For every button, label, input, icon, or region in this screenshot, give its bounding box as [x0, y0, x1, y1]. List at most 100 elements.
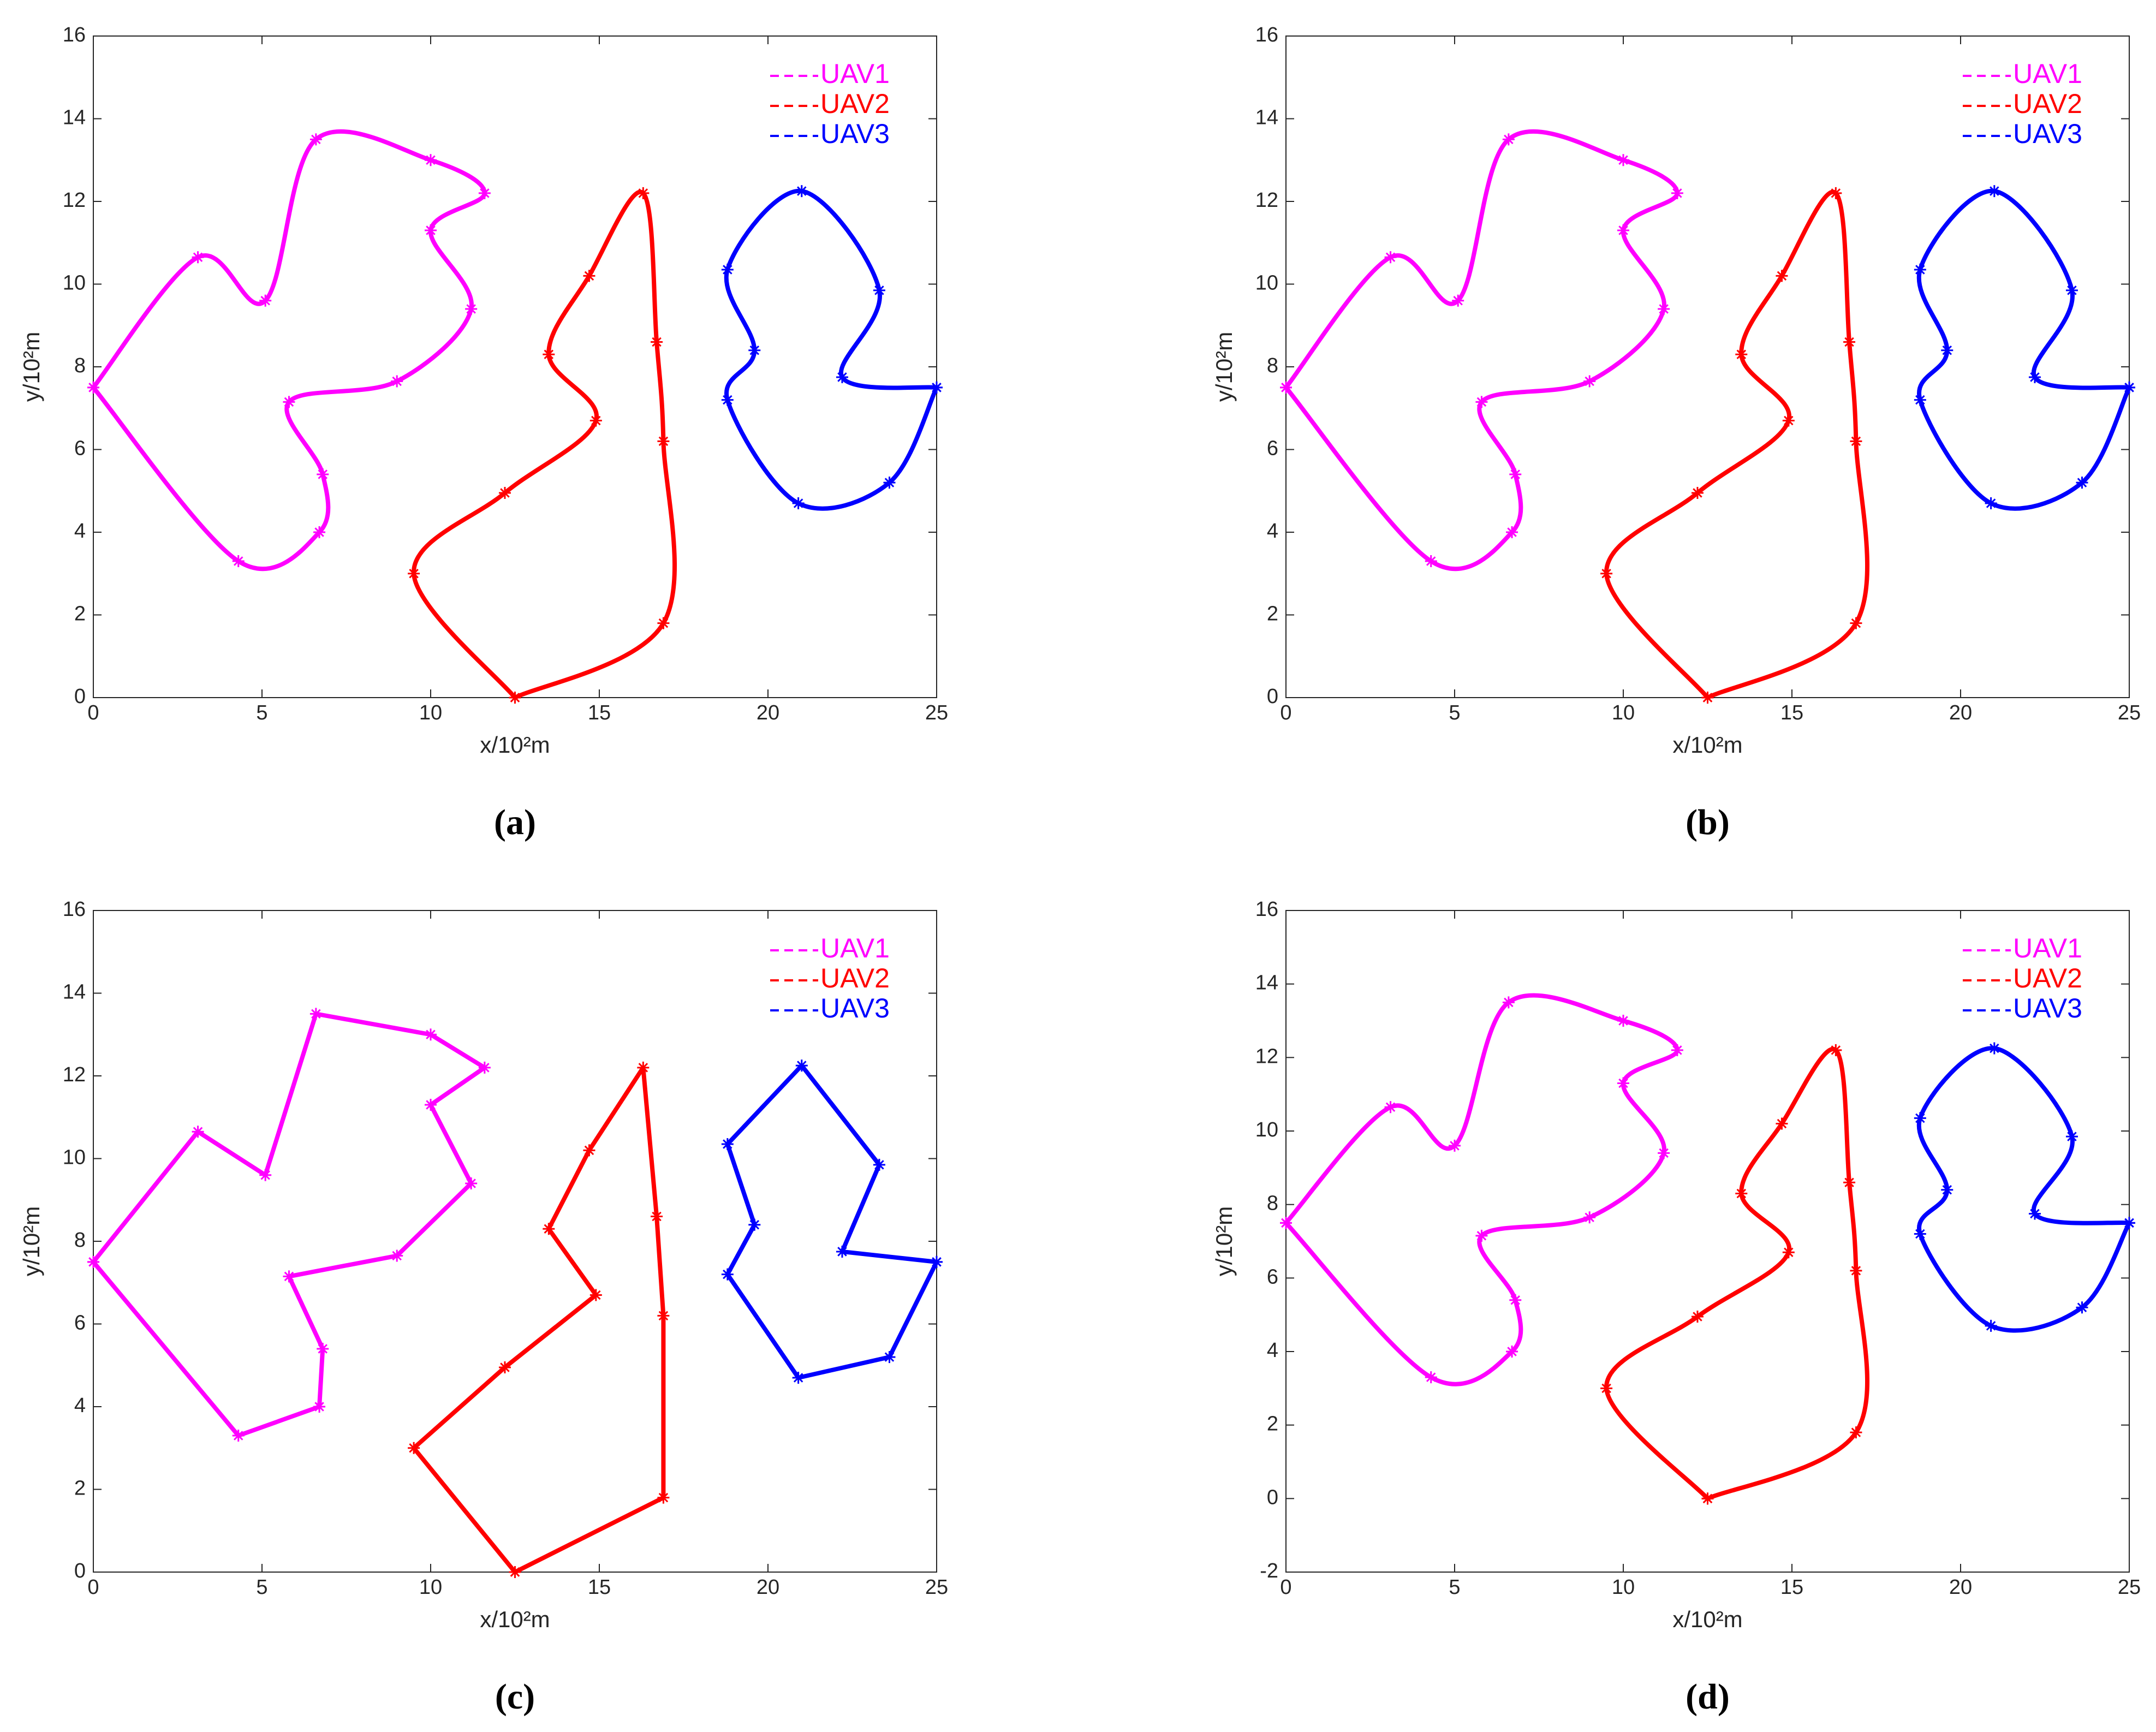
waypoint-marker: [1671, 1044, 1683, 1056]
waypoint-marker: [1506, 1346, 1518, 1358]
waypoint-marker: [1658, 302, 1670, 315]
x-tick-label: 0: [87, 701, 99, 724]
waypoint-marker: [391, 375, 403, 388]
y-tick-label: 16: [1255, 23, 1278, 46]
waypoint-marker: [2065, 284, 2078, 296]
waypoint-marker: [1914, 1112, 1926, 1124]
x-tick-label: 0: [1280, 701, 1291, 724]
waypoint-marker: [1475, 396, 1488, 408]
uav-path: [724, 189, 939, 511]
waypoint-marker: [425, 224, 437, 237]
waypoint-marker: [1509, 468, 1522, 480]
legend-label: UAV3: [2013, 118, 2082, 149]
waypoint-marker: [1671, 187, 1683, 199]
y-tick-label: 14: [63, 981, 86, 1004]
x-axis-label: x/10²m: [480, 1606, 550, 1632]
x-axis-label: x/10²m: [1672, 1606, 1742, 1632]
caption: (a): [494, 802, 536, 842]
y-tick-label: 10: [1255, 272, 1278, 295]
waypoint-marker: [1850, 1264, 1862, 1277]
waypoint-marker: [192, 251, 204, 264]
waypoint-marker: [1449, 1139, 1461, 1152]
waypoint-marker: [283, 396, 295, 408]
legend-label: UAV2: [820, 88, 890, 119]
waypoint-marker: [1830, 1044, 1842, 1056]
waypoint-marker: [498, 1361, 511, 1374]
x-tick-label: 20: [1949, 701, 1972, 724]
waypoint-marker: [2076, 477, 2088, 489]
waypoint-marker: [836, 1245, 848, 1258]
waypoint-marker: [425, 1099, 437, 1111]
waypoint-marker: [1701, 692, 1714, 704]
waypoint-marker: [2028, 1207, 2041, 1220]
x-tick-label: 5: [1449, 701, 1460, 724]
y-tick-label: 2: [74, 1477, 86, 1500]
y-axis-label: y/10²m: [19, 1206, 44, 1276]
y-tick-label: 4: [1267, 1339, 1278, 1362]
x-tick-label: 25: [2118, 701, 2141, 724]
waypoint-marker: [795, 185, 808, 198]
waypoint-marker: [465, 302, 478, 315]
waypoint-marker: [313, 1401, 326, 1413]
subplot: 0 5 10 15 20 25-20246810121416x/10²my/10²m(d)…: [1211, 898, 2141, 1717]
y-tick-label: 8: [1267, 354, 1278, 377]
y-tick-label: 12: [1255, 1045, 1278, 1068]
waypoint-marker: [1843, 1176, 1856, 1189]
uav-path: [1916, 1046, 2131, 1333]
waypoint-marker: [1941, 1183, 1953, 1196]
waypoint-marker: [1843, 336, 1856, 348]
axes-box: [1285, 910, 2130, 1573]
waypoint-marker: [478, 1061, 491, 1074]
axes-box: [93, 910, 937, 1573]
uav-path: [91, 129, 487, 572]
waypoint-marker: [313, 526, 326, 538]
waypoint-marker: [651, 1210, 663, 1223]
waypoint-marker: [883, 477, 896, 489]
y-tick-label: 6: [74, 437, 86, 460]
waypoint-marker: [1617, 1077, 1629, 1090]
waypoint-marker: [259, 294, 272, 307]
waypoint-marker: [1782, 414, 1795, 427]
waypoint-marker: [509, 1566, 521, 1578]
waypoint-marker: [589, 414, 602, 427]
x-tick-label: 15: [588, 1576, 611, 1599]
waypoint-marker: [1617, 154, 1629, 166]
y-tick-label: 12: [63, 189, 86, 212]
waypoint-marker: [1776, 1117, 1788, 1130]
waypoint-marker: [1830, 187, 1842, 199]
y-tick-label: -2: [1260, 1560, 1278, 1582]
x-tick-label: 0: [1280, 1576, 1291, 1599]
waypoint-marker: [1425, 1371, 1437, 1384]
waypoint-marker: [1985, 497, 1997, 509]
waypoint-marker: [721, 1268, 734, 1281]
waypoint-marker: [721, 394, 734, 406]
x-tick-label: 15: [1780, 701, 1803, 724]
x-tick-label: 10: [1612, 1576, 1635, 1599]
y-axis-label: y/10²m: [1211, 332, 1237, 402]
waypoint-marker: [1509, 1294, 1522, 1306]
waypoint-marker: [657, 435, 670, 448]
y-tick-label: 4: [1267, 520, 1278, 543]
waypoint-marker: [1691, 1311, 1704, 1323]
y-tick-label: 10: [1255, 1118, 1278, 1141]
x-tick-label: 10: [1612, 701, 1635, 724]
caption: (b): [1686, 802, 1730, 842]
legend-label: UAV1: [2013, 58, 2082, 89]
waypoint-marker: [883, 1351, 896, 1364]
uav-path: [91, 1011, 487, 1438]
subplot: 0 5 10 15 20 25 0 2 4 6 8 10 12 14 16 x/10²m y/10²m (b) UA…: [1211, 23, 2141, 842]
waypoint-marker: [657, 1310, 670, 1322]
waypoint-marker: [748, 1218, 761, 1231]
waypoint-marker: [792, 497, 805, 509]
y-tick-label: 12: [1255, 189, 1278, 212]
x-tick-label: 10: [419, 701, 442, 724]
x-axis-label: x/10²m: [1672, 732, 1742, 758]
waypoint-marker: [87, 381, 99, 394]
y-tick-label: 14: [63, 106, 86, 129]
uav-path: [412, 189, 677, 700]
x-tick-label: 25: [2118, 1576, 2141, 1599]
waypoint-marker: [259, 1169, 272, 1181]
waypoint-marker: [1850, 1426, 1862, 1439]
waypoint-marker: [1617, 224, 1629, 237]
